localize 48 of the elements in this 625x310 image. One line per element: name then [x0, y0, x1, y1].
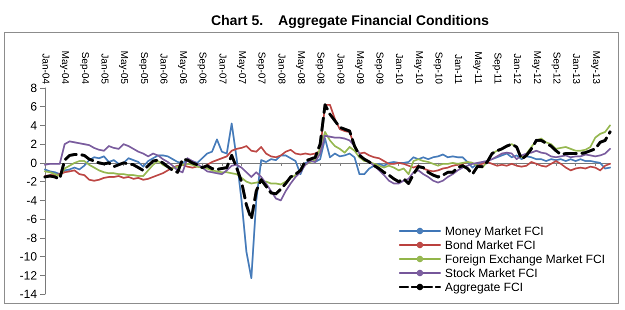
y-tick-label: -14 — [20, 287, 38, 301]
x-tick-label: May-13 — [590, 50, 601, 84]
x-tick-label: May-04 — [59, 50, 70, 84]
y-tick-label: -8 — [26, 230, 38, 245]
y-tick-label: -4 — [26, 193, 38, 208]
x-tick-label: May-11 — [472, 51, 483, 84]
x-tick-label: Jan-04 — [40, 53, 50, 84]
y-tick-label: 8 — [30, 81, 38, 95]
x-tick-label: Jan-10 — [393, 53, 404, 84]
legend-label: Bond Market FCI — [444, 238, 536, 252]
x-tick-label: Jan-11 — [452, 54, 464, 84]
y-tick-label: -2 — [26, 174, 38, 189]
x-tick-label: Sep-11 — [492, 52, 502, 84]
x-tick-label: May-10 — [412, 50, 424, 84]
x-tick-label: Jan-08 — [275, 53, 286, 84]
y-tick-label: 2 — [30, 137, 38, 152]
line-series — [44, 103, 612, 221]
x-tick-label: May-05 — [118, 50, 130, 84]
legend-label: Aggregate FCI — [444, 280, 523, 294]
x-tick-label: Sep-07 — [256, 52, 267, 84]
x-tick-label: Jan-12 — [511, 53, 522, 84]
x-tick-label: Jan-06 — [157, 53, 168, 84]
y-tick-label: -12 — [20, 268, 38, 282]
x-tick-label: May-08 — [294, 50, 306, 84]
x-tick-label: Sep-06 — [196, 52, 208, 84]
x-tick-label: May-09 — [354, 50, 365, 84]
x-tick-label: Jan-09 — [334, 53, 346, 84]
legend-label: Money Market FCI — [444, 224, 544, 238]
legend-label: Stock Market FCI — [444, 266, 538, 280]
x-tick-label: Jan-07 — [216, 53, 228, 84]
x-tick-label: Sep-05 — [138, 52, 149, 84]
y-tick-label: 4 — [30, 118, 38, 132]
x-tick-label: Jan-13 — [570, 53, 582, 84]
y-tick-label: 0 — [30, 156, 38, 170]
x-tick-label: May-12 — [530, 50, 542, 84]
x-tick-label: Sep-09 — [374, 52, 385, 84]
y-tick-label: -6 — [26, 212, 38, 226]
x-tick-label: May-06 — [177, 50, 188, 84]
x-tick-label: Jan-05 — [98, 53, 110, 84]
x-tick-label: Sep-10 — [432, 52, 444, 84]
x-tick-label: Sep-04 — [78, 52, 90, 84]
chart-title: Chart 5. Aggregate Financial Conditions — [211, 12, 490, 28]
legend-label: Foreign Exchange Market FCI — [444, 252, 606, 266]
x-tick-label: Sep-12 — [550, 52, 562, 84]
x-tick-label: Sep-08 — [314, 52, 326, 84]
y-tick-label: 6 — [30, 100, 38, 114]
y-tick-label: -10 — [20, 250, 38, 264]
x-tick-label: May-07 — [236, 50, 248, 84]
